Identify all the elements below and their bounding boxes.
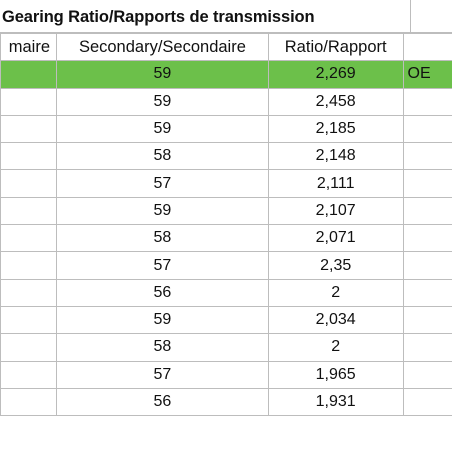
table-row: 56 2 (0, 278, 452, 307)
cell-ratio[interactable]: 2 (267, 333, 404, 362)
cell-primary[interactable] (0, 305, 57, 335)
cell-secondary[interactable]: 58 (56, 333, 269, 362)
cell-primary[interactable] (0, 60, 57, 89)
title-row: Gearing Ratio/Rapports de transmission (0, 0, 452, 33)
table-row: 57 1,965 (0, 360, 452, 389)
cell-primary[interactable] (0, 142, 57, 171)
table-row: 57 2,111 (0, 169, 452, 198)
cell-note[interactable] (402, 169, 452, 198)
table-row: 59 2,185 (0, 114, 452, 144)
cell-primary[interactable] (0, 196, 57, 226)
cell-note[interactable] (402, 196, 452, 226)
cell-note[interactable] (402, 360, 452, 389)
cell-ratio[interactable]: 2,034 (267, 305, 404, 335)
table-row: 59 2,034 (0, 305, 452, 335)
header-cell-empty[interactable] (402, 32, 452, 62)
table-row: 59 2,269 OE (0, 60, 452, 89)
cell-ratio[interactable]: 2,107 (267, 196, 404, 226)
table-row: 59 2,107 (0, 196, 452, 226)
header-cell-ratio[interactable]: Ratio/Rapport (267, 32, 404, 62)
cell-note[interactable] (402, 333, 452, 362)
grid-line (410, 0, 411, 32)
cell-primary[interactable] (0, 387, 57, 417)
table-row: 59 2,458 (0, 87, 452, 116)
table-row: 58 2 (0, 333, 452, 362)
cell-primary[interactable] (0, 87, 57, 116)
cell-primary[interactable] (0, 114, 57, 144)
cell-secondary[interactable]: 59 (56, 87, 269, 116)
table-row: 57 2,35 (0, 251, 452, 280)
cell-note[interactable] (402, 305, 452, 335)
table-row: 56 1,931 (0, 387, 452, 417)
cell-ratio[interactable]: 2 (267, 278, 404, 307)
cell-primary[interactable] (0, 360, 57, 389)
cell-ratio[interactable]: 2,071 (267, 224, 404, 253)
cell-secondary[interactable]: 56 (56, 387, 269, 417)
table-row: 58 2,148 (0, 142, 452, 171)
cell-ratio[interactable]: 2,185 (267, 114, 404, 144)
table-row: 58 2,071 (0, 224, 452, 253)
cell-note[interactable] (402, 387, 452, 417)
header-cell-secondary[interactable]: Secondary/Secondaire (56, 32, 269, 62)
cell-note[interactable] (402, 224, 452, 253)
cell-primary[interactable] (0, 278, 57, 307)
cell-secondary[interactable]: 57 (56, 251, 269, 280)
cell-note[interactable] (402, 278, 452, 307)
cell-primary[interactable] (0, 169, 57, 198)
cell-secondary[interactable]: 57 (56, 360, 269, 389)
cell-note[interactable]: OE (402, 60, 452, 89)
cell-secondary[interactable]: 58 (56, 142, 269, 171)
cell-secondary[interactable]: 59 (56, 114, 269, 144)
cell-secondary[interactable]: 57 (56, 169, 269, 198)
cell-secondary[interactable]: 58 (56, 224, 269, 253)
cell-ratio[interactable]: 2,111 (267, 169, 404, 198)
cell-primary[interactable] (0, 224, 57, 253)
gearing-table: maire Secondary/Secondaire Ratio/Rapport… (0, 32, 452, 417)
header-primary-label: maire (8, 37, 50, 56)
cell-ratio[interactable]: 2,269 (267, 60, 404, 89)
cell-ratio[interactable]: 2,458 (267, 87, 404, 116)
cell-primary[interactable] (0, 333, 57, 362)
cell-secondary[interactable]: 59 (56, 196, 269, 226)
table-title[interactable]: Gearing Ratio/Rapports de transmission (2, 8, 315, 26)
header-row: maire Secondary/Secondaire Ratio/Rapport (0, 32, 452, 62)
header-cell-primary[interactable]: maire (0, 32, 57, 62)
cell-note[interactable] (402, 114, 452, 144)
cell-secondary[interactable]: 59 (56, 305, 269, 335)
cell-note[interactable] (402, 251, 452, 280)
cell-note[interactable] (402, 142, 452, 171)
cell-ratio[interactable]: 2,35 (267, 251, 404, 280)
cell-secondary[interactable]: 56 (56, 278, 269, 307)
cell-note[interactable] (402, 87, 452, 116)
cell-primary[interactable] (0, 251, 57, 280)
cell-ratio[interactable]: 1,931 (267, 387, 404, 417)
cell-ratio[interactable]: 1,965 (267, 360, 404, 389)
cell-secondary[interactable]: 59 (56, 60, 269, 89)
cell-ratio[interactable]: 2,148 (267, 142, 404, 171)
